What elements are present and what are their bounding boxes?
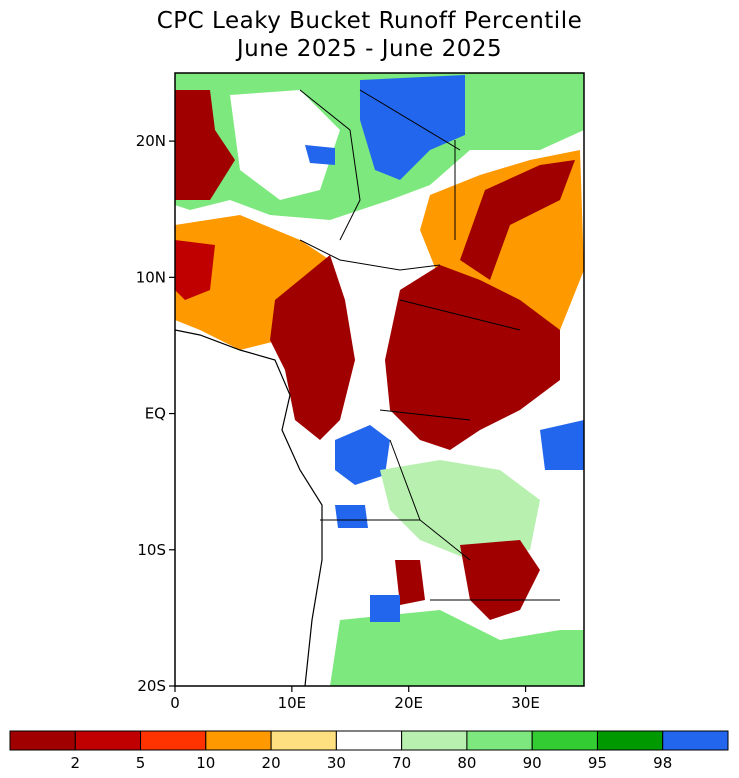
color-legend: 2 5 10 20 30 70 80 90 95 98: [9, 730, 729, 772]
y-tick-label: 10S: [137, 541, 166, 559]
legend-label: 10: [196, 754, 215, 772]
very-wet-region-libya: [360, 75, 465, 180]
legend-label: 98: [653, 754, 672, 772]
x-tick-label: 30E: [511, 694, 540, 712]
x-tick-label: 10E: [278, 694, 307, 712]
very-wet-spot-namibia: [370, 595, 400, 622]
x-tick-label: 20E: [394, 694, 423, 712]
map-subtitle: June 2025 - June 2025: [236, 36, 503, 62]
country-borders: [299, 89, 560, 601]
legend-swatch: [662, 730, 729, 751]
atlantic-ocean: [175, 330, 320, 686]
y-tick-label: 20N: [136, 132, 166, 150]
wet-region-southern-africa: [330, 610, 584, 686]
legend-swatch: [531, 730, 598, 751]
legend-swatch: [205, 730, 272, 751]
legend-label: 30: [327, 754, 346, 772]
y-tick-label: 10N: [136, 268, 166, 286]
legend-swatch: [596, 730, 664, 751]
dry-extreme-central-africa: [385, 265, 560, 450]
legend-swatch: [401, 730, 468, 751]
wet-region-southern-congo: [380, 460, 540, 560]
y-tick-label: 20S: [137, 677, 166, 695]
map-title: CPC Leaky Bucket Runoff Percentile: [156, 8, 583, 34]
very-wet-region-congo: [335, 425, 390, 485]
legend-label: 5: [136, 754, 146, 772]
legend-swatch: [270, 730, 337, 751]
legend-label: 95: [588, 754, 607, 772]
very-wet-spot-angola: [335, 505, 368, 528]
legend-label: 80: [457, 754, 476, 772]
coastline: [175, 329, 323, 686]
dry-extreme-sudan: [460, 160, 575, 280]
legend-label: 70: [392, 754, 411, 772]
legend-label: 90: [523, 754, 542, 772]
map-field: [175, 73, 584, 686]
x-tick-label: 0: [170, 694, 180, 712]
y-tick-label: EQ: [145, 405, 166, 423]
longitude-axis: 0 10E 20E 30E: [170, 686, 540, 712]
legend-swatch: [140, 730, 207, 751]
dry-extreme-senegal: [175, 240, 215, 300]
very-wet-region-lake-victoria: [540, 420, 584, 470]
legend-swatch: [466, 730, 533, 751]
dry-extreme-nigeria-cameroon: [270, 255, 355, 440]
dry-spot-angola: [395, 560, 425, 605]
legend-swatch: [9, 730, 76, 751]
legend-swatch: [335, 730, 403, 751]
very-wet-spot-niger: [305, 145, 335, 165]
legend-label: 20: [262, 754, 281, 772]
legend-label: 2: [70, 754, 80, 772]
normal-region-sahara: [230, 90, 340, 200]
latitude-axis: 20N 10N EQ 10S 20S: [136, 132, 175, 695]
legend-swatch: [74, 730, 142, 751]
map-frame: [174, 72, 585, 687]
dry-extreme-west-sahara: [175, 90, 235, 200]
